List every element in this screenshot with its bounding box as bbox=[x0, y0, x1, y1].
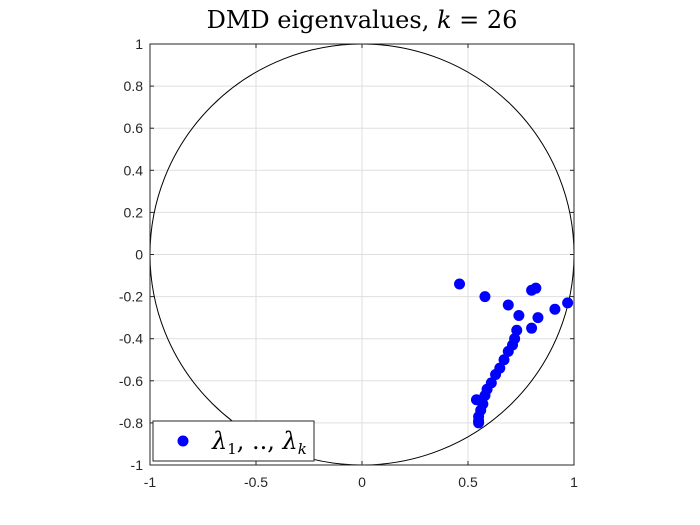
legend-lambda-k: λ bbox=[282, 427, 298, 455]
y-tick-label: -0.4 bbox=[119, 331, 143, 347]
y-tick-label: 0.6 bbox=[124, 120, 144, 136]
legend-label: λ1, .., λk bbox=[211, 427, 307, 458]
x-tick-labels: -1 -0.5 0 0.5 1 bbox=[144, 474, 578, 490]
y-tick-label: 0.8 bbox=[124, 78, 144, 94]
data-point bbox=[498, 354, 510, 366]
axis-ticks bbox=[149, 43, 575, 466]
y-tick-label: -0.8 bbox=[119, 415, 143, 431]
data-point bbox=[473, 417, 485, 429]
y-tick-label: -1 bbox=[131, 457, 144, 473]
legend-sub-1: 1 bbox=[227, 440, 237, 458]
legend-lambda-1: λ bbox=[211, 427, 227, 455]
plot-area: -1 -0.5 0 0.5 1 1 0.8 0.6 0.4 0.2 0 -0.2 -0.4 -0.6 -0… bbox=[119, 36, 578, 490]
data-point bbox=[502, 345, 514, 357]
x-tick-label: -1 bbox=[144, 474, 157, 490]
x-tick-label: -0.5 bbox=[244, 474, 268, 490]
data-point bbox=[513, 310, 525, 322]
y-tick-label: 1 bbox=[135, 36, 143, 52]
data-point bbox=[532, 312, 544, 324]
legend: λ1, .., λk bbox=[152, 420, 315, 462]
y-tick-label: -0.6 bbox=[119, 373, 143, 389]
legend-sub-k: k bbox=[298, 440, 307, 458]
chart-title: DMD eigenvalues, k = 26 bbox=[207, 6, 518, 34]
data-point bbox=[454, 278, 466, 290]
data-point bbox=[511, 324, 523, 336]
y-tick-label: 0 bbox=[135, 247, 143, 263]
x-tick-label: 0.5 bbox=[458, 474, 478, 490]
data-point bbox=[562, 297, 574, 309]
x-tick-label: 1 bbox=[570, 474, 578, 490]
data-point bbox=[479, 390, 491, 402]
data-point bbox=[530, 282, 542, 294]
data-point bbox=[526, 322, 538, 334]
data-point bbox=[479, 291, 491, 303]
legend-marker bbox=[177, 435, 189, 447]
title-prefix: DMD eigenvalues, bbox=[207, 6, 437, 34]
title-suffix: = 26 bbox=[452, 6, 518, 34]
x-tick-label: 0 bbox=[358, 474, 366, 490]
data-point bbox=[549, 303, 561, 315]
data-point bbox=[490, 368, 502, 380]
y-tick-labels: 1 0.8 0.6 0.4 0.2 0 -0.2 -0.4 -0.6 -0.8 -1 bbox=[119, 36, 143, 473]
legend-sep: , .., bbox=[237, 427, 283, 455]
y-tick-label: 0.4 bbox=[124, 162, 144, 178]
data-point bbox=[502, 299, 514, 311]
eigenvalue-series bbox=[454, 278, 574, 429]
title-k: k bbox=[437, 6, 452, 34]
y-tick-label: 0.2 bbox=[124, 204, 144, 220]
y-tick-label: -0.2 bbox=[119, 289, 143, 305]
